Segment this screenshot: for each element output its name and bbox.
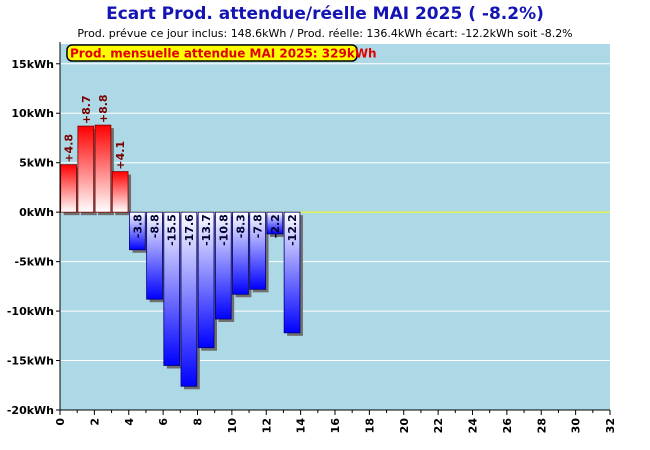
y-tick-label: 5kWh xyxy=(19,157,54,170)
x-tick-label: 6 xyxy=(157,418,170,426)
x-tick-label: 14 xyxy=(295,418,308,434)
bar xyxy=(283,211,301,334)
bars: +4.8+8.7 +8.8+4.1-3.8 -8.8 -15.5 -17.6 -13.7-… xyxy=(60,94,303,390)
bar-value-label: -15.5 xyxy=(166,214,179,246)
bar-value-label: +8.8 xyxy=(97,94,110,123)
bar xyxy=(94,124,112,213)
banner-box xyxy=(66,44,358,62)
chart-title: Ecart Prod. attendue/réelle MAI 2025 ( -… xyxy=(106,4,544,24)
bar xyxy=(163,211,181,366)
chart-subtitle: Prod. prévue ce jour inclus: 148.6kWh / … xyxy=(77,27,573,40)
bar xyxy=(214,211,232,320)
bar-value-label: -12.2 xyxy=(286,214,299,246)
x-tick-label: 32 xyxy=(604,418,617,433)
axes: 15kWh 10kWh 5kWh 0kWh -5kWh -10kWh -15kWh -20kW… xyxy=(7,42,617,433)
x-tick-label: 22 xyxy=(432,418,445,433)
x-tick-label: 26 xyxy=(501,418,514,434)
bar xyxy=(60,164,77,213)
bar xyxy=(180,211,198,387)
bar-value-label: -17.6 xyxy=(183,214,196,246)
y-tick-label: -15kWh xyxy=(7,355,54,368)
y-tick-label: 0kWh xyxy=(19,206,54,219)
bar-value-label: +4.1 xyxy=(114,141,127,170)
x-tick-label: 30 xyxy=(570,418,583,434)
bar-value-label: +8.7 xyxy=(80,95,93,124)
bar-value-label: -13.7 xyxy=(200,214,213,246)
x-tick-label: 20 xyxy=(398,418,411,434)
bar-value-label: -3.8 xyxy=(131,214,144,238)
x-tick-label: 2 xyxy=(88,418,101,426)
y-tick-label: 15kWh xyxy=(11,58,54,71)
bar xyxy=(197,211,215,349)
bar xyxy=(266,211,284,235)
x-tick-label: 24 xyxy=(467,418,480,434)
bar xyxy=(111,171,129,213)
monthly-expected-banner: Prod. mensuelle attendue MAI 2025: 329kW… xyxy=(66,44,377,62)
bar-value-label: -10.8 xyxy=(217,214,230,246)
bar xyxy=(232,211,249,295)
bar-value-label: +4.8 xyxy=(63,134,76,163)
bar-value-label: -8.8 xyxy=(149,214,162,238)
bar-value-label: -8.3 xyxy=(234,214,247,238)
x-tick-label: 0 xyxy=(54,418,67,426)
x-tick-label: 28 xyxy=(535,418,548,433)
x-tick-label: 10 xyxy=(226,418,239,434)
y-tick-label: 10kWh xyxy=(11,107,54,120)
bar-value-label: -7.8 xyxy=(252,214,265,238)
bar xyxy=(146,211,163,300)
bar-value-label: -2.2 xyxy=(269,214,282,238)
x-tick-label: 12 xyxy=(260,418,273,433)
y-tick-label: -20kWh xyxy=(7,404,54,417)
x-tick-label: 8 xyxy=(192,418,205,426)
bar xyxy=(129,211,146,251)
x-tick-label: 4 xyxy=(123,418,136,426)
bar xyxy=(249,211,266,290)
banner-text: Prod. mensuelle attendue MAI 2025: 329kW… xyxy=(70,47,377,61)
y-tick-label: -5kWh xyxy=(15,256,55,269)
bar xyxy=(77,125,95,213)
x-tick-label: 18 xyxy=(363,418,376,433)
y-tick-label: -10kWh xyxy=(7,305,54,318)
x-tick-label: 16 xyxy=(329,418,342,434)
